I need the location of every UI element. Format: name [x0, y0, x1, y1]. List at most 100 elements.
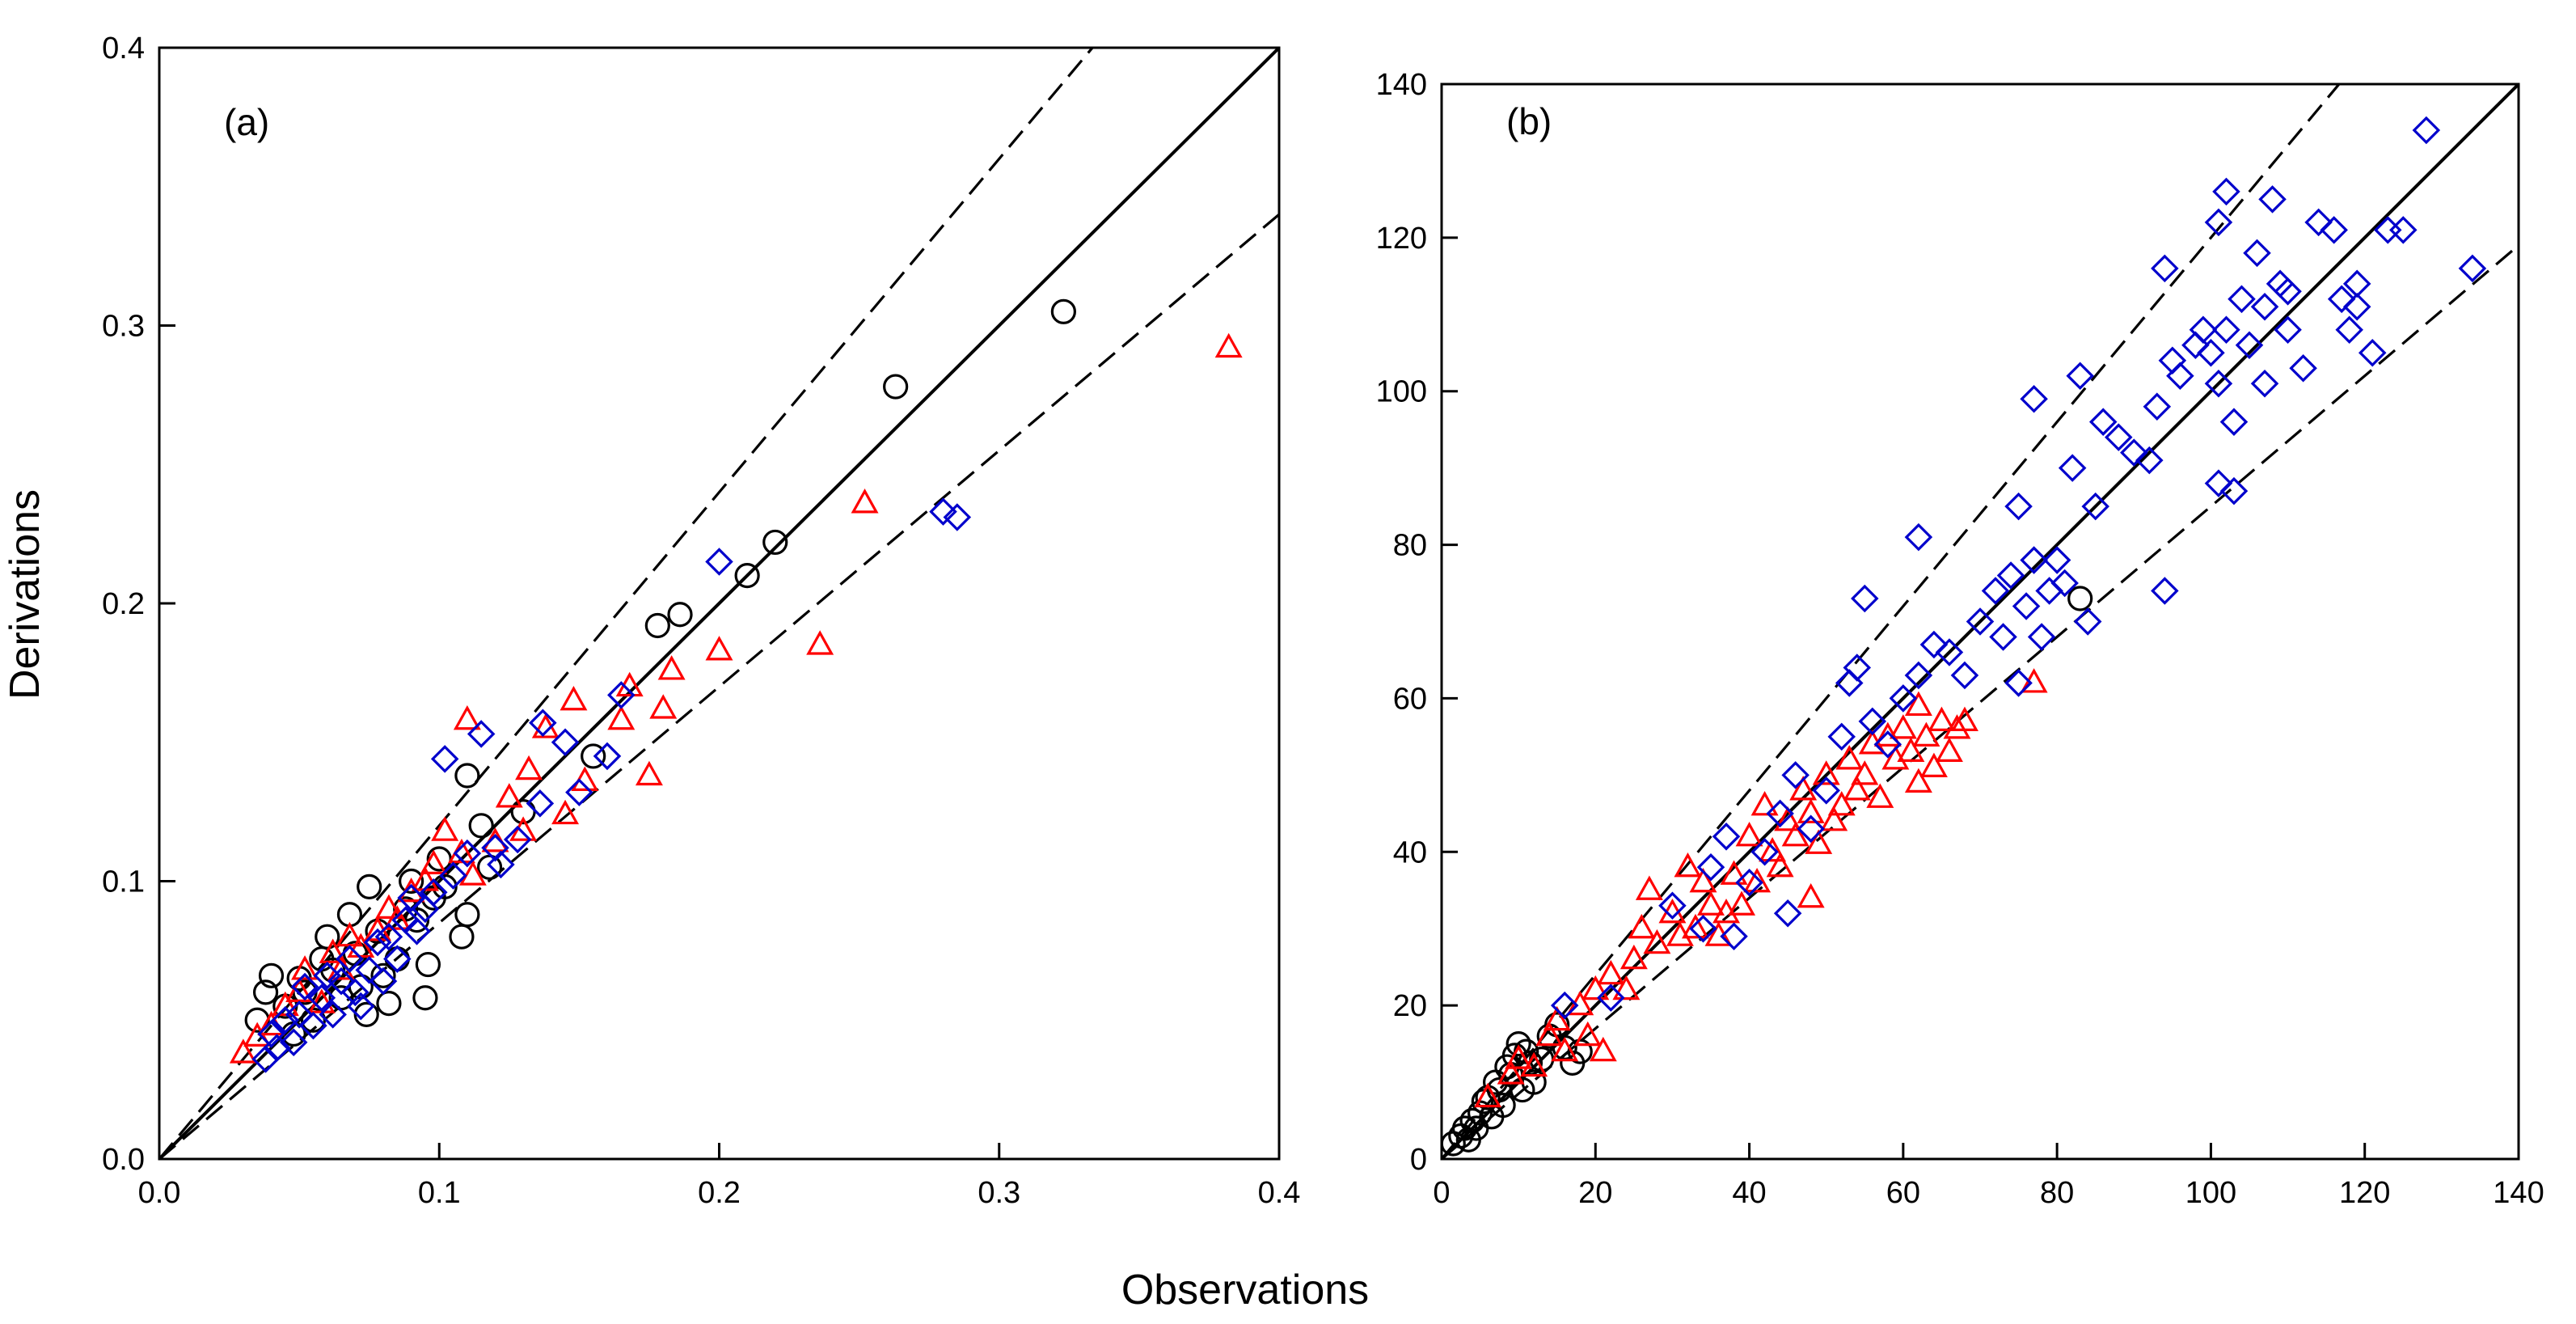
panel-a-diamond-point	[347, 992, 375, 1021]
panel-a-diamond-point	[607, 681, 636, 709]
panel-a-diamond-point	[383, 945, 412, 973]
panel-b-diamond-point	[1966, 607, 1995, 636]
panel-b-diamond-point	[2389, 216, 2418, 244]
panel-b-diamond-point	[2088, 408, 2118, 436]
panel-a-plot-area	[159, 48, 1279, 1159]
panel-a-circle-point	[399, 868, 424, 895]
panel-b-diamond-point	[1989, 623, 2017, 651]
panel-a-diamond-point	[355, 956, 383, 984]
panel-a-diamond-point	[403, 917, 431, 945]
panel-a-triangle-point	[657, 655, 686, 680]
panel-a-y-tick-label: 0.4	[102, 32, 145, 66]
panel-b-diamond-point	[2327, 285, 2356, 314]
panel-b-diamond-point	[2212, 315, 2240, 345]
panel-b-triangle-point	[1789, 776, 1818, 801]
panel-b-triangle-point	[1474, 1082, 1502, 1108]
panel-a-diamond-point	[341, 978, 370, 1007]
panel-b-diamond-point	[2204, 208, 2233, 237]
panel-a-circle-point	[412, 985, 438, 1011]
panel-b-y-tick-label: 140	[1376, 68, 1427, 102]
panel-a-label: (a)	[224, 101, 269, 143]
panel-b-diamond-point	[2342, 293, 2371, 321]
panel-a-diamond-point	[529, 709, 557, 737]
panel-b-triangle-point	[1904, 691, 1932, 717]
panel-a-diamond-point	[929, 497, 957, 526]
panel-b-diamond-point	[1858, 707, 1887, 736]
panel-a-diamond-point	[271, 1005, 300, 1034]
panel-a-diamond-point	[705, 548, 733, 576]
panel-b-triangle-point	[1620, 944, 1648, 970]
panel-b-diamond-point	[2135, 446, 2164, 475]
panel-b-diamond-point	[1597, 983, 1625, 1012]
panel-a-diamond-point	[943, 503, 972, 531]
panel-b-diamond-point	[2073, 607, 2102, 636]
panel-b-x-tick-label: 80	[2040, 1176, 2074, 1210]
panel-a-circle-point	[734, 563, 760, 589]
panel-b-diamond-point	[2020, 384, 2048, 413]
panel-b-triangle-point	[1612, 975, 1641, 1000]
panel-b-diamond-point	[1996, 561, 2025, 590]
panel-a-diamond-point	[290, 972, 319, 1001]
panel-b-x-tick-label: 120	[2339, 1176, 2390, 1210]
panel-a-triangle-point	[229, 1038, 257, 1064]
panel-b-diamond-point	[2027, 623, 2056, 651]
panel-b-triangle-point	[1681, 913, 1709, 939]
panel-b-diamond-point	[1712, 823, 1741, 851]
panel-a-circle-point	[403, 907, 430, 933]
panel-a-circle-point	[1050, 298, 1076, 324]
panel-b-circle-point	[1505, 1031, 1531, 1057]
panel-b-diamond-point	[2250, 369, 2279, 398]
panel-b-diamond-point	[1720, 922, 1748, 950]
panel-b-label: (b)	[1506, 100, 1552, 142]
panel-b-triangle-point	[1851, 760, 1879, 785]
panel-b-triangle-point	[1628, 913, 1656, 939]
panel-b-diamond-point	[2358, 338, 2387, 367]
panel-b-x-tick-label: 40	[1732, 1176, 1766, 1210]
panel-a-diamond-point	[285, 1000, 314, 1029]
panel-b-triangle-point	[1597, 959, 1625, 985]
panel-b: 0 20 40 60 80 100 120 140 0 20 40 60 80 100 120 140 (b)	[1376, 68, 2544, 1210]
panel-a-triangle-point	[635, 760, 663, 786]
panel-b-triangle-point	[1935, 737, 1963, 762]
panel-b-diamond-point	[2166, 362, 2194, 390]
panel-a-x-tick-label: 0.4	[1258, 1176, 1301, 1210]
panel-b-diamond-point	[2228, 285, 2256, 314]
panel-a-diamond-point	[319, 1000, 347, 1029]
panel-a-diamond-series	[251, 497, 972, 1073]
panel-a-diamond-point	[369, 967, 398, 996]
panel-a-triangle-point	[705, 636, 733, 661]
panel-b-diamond-point	[1696, 853, 1725, 882]
panel-b-diamond-point	[2151, 254, 2179, 283]
panel-b-diamond-point	[1797, 814, 1825, 844]
panel-b-diamond-point	[2458, 254, 2487, 283]
panel-b-triangle-point	[1735, 822, 1763, 847]
panel-b-circle-point	[2067, 586, 2093, 611]
x-axis-title: Observations	[1121, 1267, 1369, 1313]
panel-b-diamond-point	[2151, 577, 2179, 605]
panel-b-circle-point	[1451, 1115, 1478, 1141]
panel-b-triangle-point	[1535, 1021, 1564, 1047]
panel-b-diamond-point	[2274, 315, 2302, 345]
panel-b-diamond-point	[2020, 546, 2048, 574]
panel-b-diamond-point	[1766, 799, 1794, 828]
panel-b-diamond-series	[1550, 116, 2487, 1020]
panel-a-circle-point	[357, 874, 382, 899]
panel-a-triangle-point	[495, 783, 523, 808]
panel-a-triangle-point	[319, 938, 347, 963]
panel-a-triangle-point	[560, 685, 588, 711]
panel-a-circle-point	[454, 763, 480, 789]
panel-a-diamond-point	[336, 945, 364, 973]
panel-a-diamond-point	[257, 1020, 285, 1048]
panel-b-triangle-point	[1643, 928, 1671, 954]
panel-a-y-tick-label: 0.1	[102, 865, 145, 899]
panel-a-diamond-point	[374, 922, 403, 951]
panel-b-triangle-point	[1889, 714, 1917, 739]
panel-b-diamond-point	[2012, 592, 2041, 620]
panel-b-diamond-point	[1919, 630, 1949, 659]
panel-b-triangle-point	[1743, 867, 1772, 893]
panel-b-triangle-point	[1589, 1036, 1617, 1062]
panel-b-diamond-point	[2320, 216, 2348, 244]
panel-b-diamond-point	[1904, 522, 1933, 552]
panel-b-diamond-point	[1827, 722, 1856, 751]
panel-a-y-tick-label: 0.3	[102, 310, 145, 344]
